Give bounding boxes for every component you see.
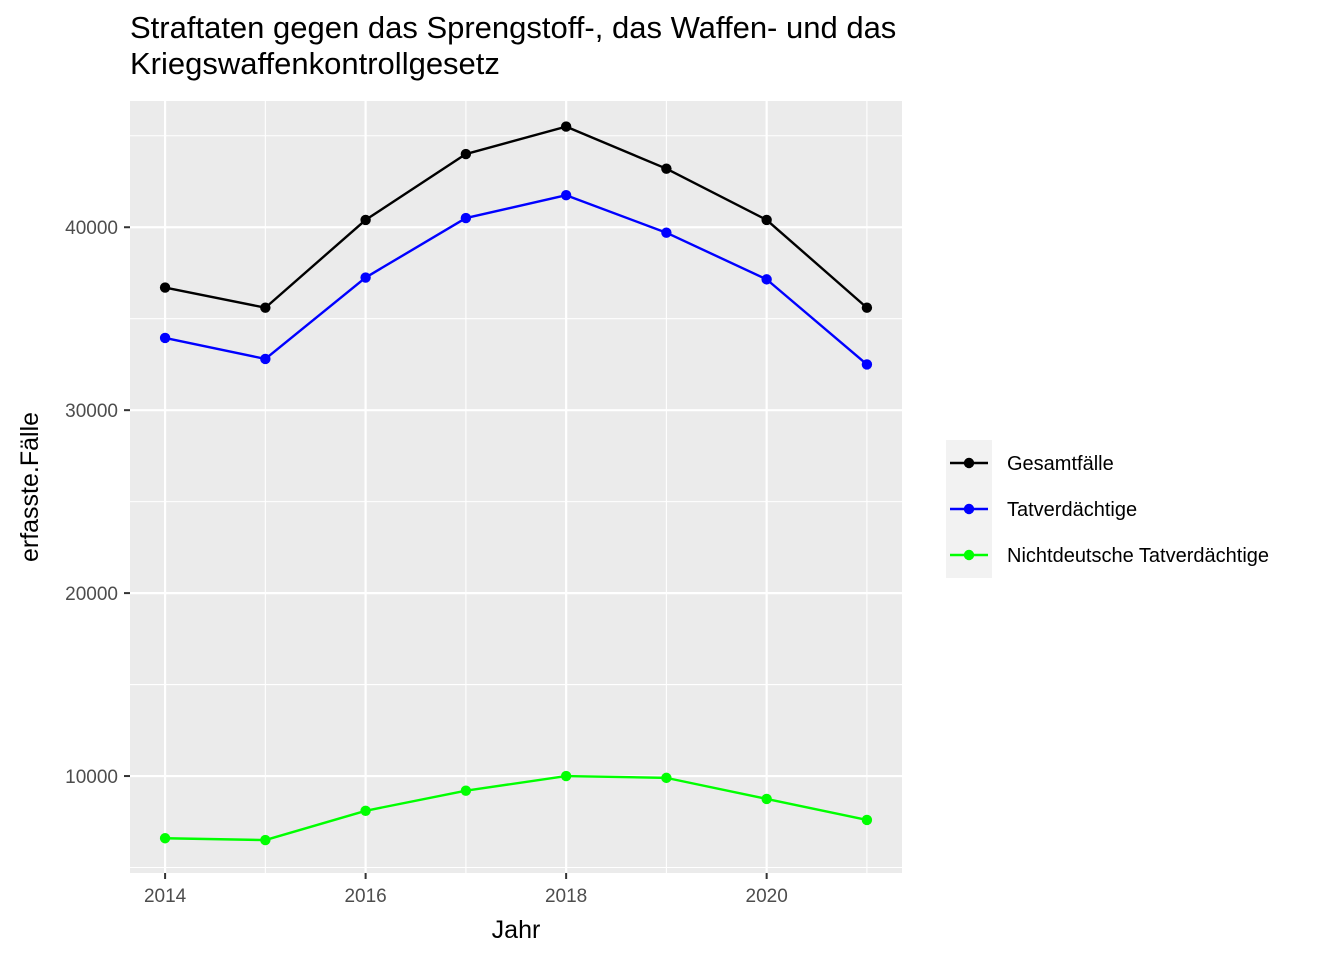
series-1-point: [460, 148, 472, 160]
series-1-point: [560, 121, 572, 132]
series-3-point: [460, 785, 472, 796]
legend-key-point: [963, 549, 975, 561]
chart-title: Straftaten gegen das Sprengstoff-, das W…: [130, 10, 896, 82]
series-2-point: [761, 274, 772, 285]
series-2-point: [260, 353, 271, 365]
series-3-point: [661, 772, 672, 784]
series-2-point: [861, 359, 873, 370]
series-2-point: [360, 272, 371, 283]
axis-ticks: [124, 226, 768, 879]
chart-title-line-2: Kriegswaffenkontrollgesetz: [130, 46, 500, 81]
y-tick-label: 40000: [65, 218, 118, 239]
legend-key-point: [963, 457, 975, 469]
legend-label: Gesamtfälle: [1007, 453, 1114, 475]
axis-tick-labels: 2014 2016 2018 2020 10000 20000 30000 40000: [65, 218, 788, 907]
series-3-point: [360, 805, 371, 817]
series-3-point: [260, 834, 271, 846]
minor-gridlines: [130, 101, 902, 873]
legend-label: Tatverdächtige: [1007, 499, 1137, 521]
x-tick-label: 2014: [144, 886, 187, 907]
series-1-point: [661, 163, 672, 174]
legend-key-point: [963, 503, 975, 515]
y-tick-label: 10000: [65, 767, 118, 788]
series-1-point: [260, 302, 271, 313]
series-line-2: [164, 194, 868, 366]
series-2-point: [661, 227, 672, 238]
series-2-point: [560, 190, 572, 201]
series-1-point: [360, 214, 371, 226]
y-axis-title: erfasste.Fälle: [16, 412, 44, 562]
series-2-point: [460, 212, 472, 224]
series-3-point: [159, 833, 171, 844]
series-line-3: [165, 774, 868, 842]
chart-title-line-1: Straftaten gegen das Sprengstoff-, das W…: [130, 10, 897, 45]
series-layer: [159, 121, 873, 846]
x-axis-title: Jahr: [492, 916, 541, 944]
series-1-point: [159, 282, 171, 293]
series-3-point: [761, 793, 772, 805]
series-line-1: [164, 125, 868, 309]
series-1-point: [761, 214, 772, 226]
x-tick-label: 2020: [746, 886, 788, 907]
series-3-point: [560, 770, 572, 782]
y-tick-label: 20000: [65, 584, 118, 605]
legend-label: Nichtdeutsche Tatverdächtige: [1007, 545, 1269, 567]
y-tick-label: 30000: [65, 401, 118, 422]
series-3-point: [861, 814, 873, 826]
x-tick-label: 2016: [344, 886, 386, 907]
plot-panel: [130, 101, 902, 873]
series-1-point: [861, 302, 873, 313]
legend: Gesamtfälle Tatverdächtige Nichtdeutsche T…: [950, 453, 1269, 567]
series-2-point: [159, 332, 171, 344]
x-tick-label: 2018: [545, 886, 587, 907]
